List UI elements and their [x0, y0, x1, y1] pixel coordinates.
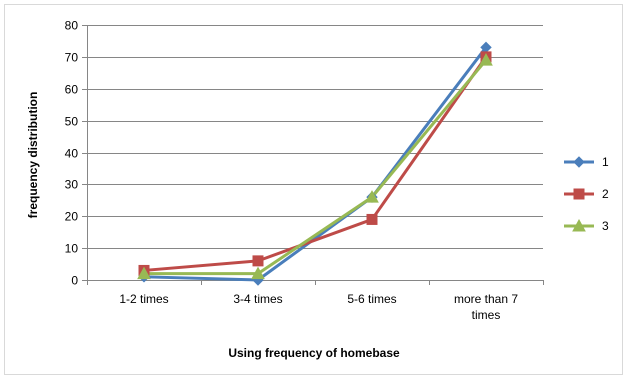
legend-marker-2: [573, 188, 585, 200]
y-tick-label-40: 40: [65, 147, 79, 161]
y-tick-label-60: 60: [65, 83, 79, 97]
series-3-point-1: [137, 266, 151, 280]
y-tick-label-80: 80: [65, 19, 79, 33]
y-tick-label-30: 30: [65, 178, 79, 192]
series-line-3: [142, 58, 488, 276]
y-tick-label-10: 10: [65, 242, 79, 256]
y-tick-label-0: 0: [71, 274, 78, 288]
legend-marker-3: [572, 218, 586, 232]
x-tick-label-2: 3-4 times: [233, 292, 282, 306]
series-markers: [137, 41, 493, 286]
y-tick-label-70: 70: [65, 51, 79, 65]
series-lines: [142, 45, 488, 282]
series-2-point-3: [366, 213, 378, 225]
legend-label-1: 1: [602, 155, 609, 169]
series-line-2: [142, 55, 488, 272]
series-3-point-4: [479, 53, 493, 66]
series-3-point-2: [251, 266, 265, 280]
axes: [82, 25, 544, 285]
y-tick-label-20: 20: [65, 210, 79, 224]
legend-marker-1: [573, 156, 585, 168]
tick-labels: 0 10 20 30 40 50 60 70 80 1-2 times 3-4 times 5-6 t…: [65, 19, 519, 323]
x-tick-label-1: 1-2 times: [119, 292, 168, 306]
x-tick-label-3: 5-6 times: [347, 292, 396, 306]
legend: 1 2 3: [564, 155, 609, 233]
y-axis-title: frequency distribution: [26, 92, 40, 219]
chart-frame: [4, 4, 623, 375]
series-3-point-3: [365, 190, 379, 203]
legend-label-2: 2: [602, 187, 609, 201]
x-axis-title: Using frequency of homebase: [228, 346, 400, 360]
x-tick-label-4: more than 7 times: [454, 292, 518, 322]
gridlines: [87, 25, 543, 249]
series-2-point-2: [252, 255, 264, 267]
y-tick-label-50: 50: [65, 115, 79, 129]
legend-label-3: 3: [602, 219, 609, 233]
series-line-1: [142, 45, 488, 282]
